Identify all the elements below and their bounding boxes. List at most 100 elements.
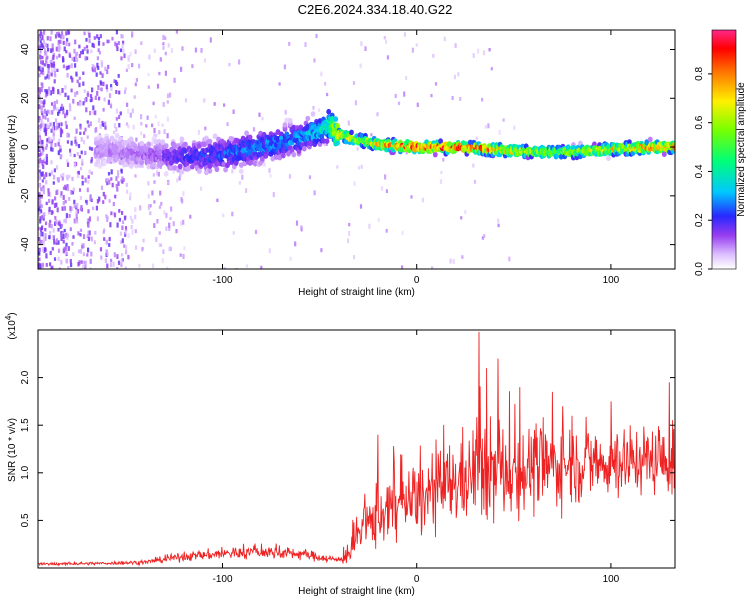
spectrogram-cell	[41, 63, 44, 67]
colorbar-swatch	[712, 41, 736, 45]
spectrogram-cell	[42, 122, 45, 128]
spectrogram-cell	[115, 108, 118, 114]
spectrogram-cell	[120, 262, 123, 268]
spectrogram-cell	[86, 49, 89, 54]
spectrogram-cell	[359, 204, 363, 209]
colorbar-swatch	[712, 81, 736, 85]
spectrogram-cell	[110, 258, 113, 263]
spectrogram-cell	[50, 72, 53, 77]
spectrogram-cell	[78, 155, 81, 159]
colorbar-swatch	[712, 203, 736, 206]
colorbar-swatch	[712, 113, 736, 117]
spectrogram-cell	[179, 136, 185, 142]
spectrogram-cell	[40, 70, 43, 75]
spectrogram-cell	[41, 83, 44, 89]
spectrogram-cell	[46, 61, 49, 66]
spectrogram-cells	[38, 30, 675, 269]
spectrogram-cell	[356, 147, 359, 151]
spectrogram-cell	[606, 155, 611, 161]
spectrogram-cell	[66, 162, 70, 167]
spectrogram-cell	[89, 94, 93, 99]
spectrogram-cell	[110, 262, 113, 267]
spectrogram-cell	[38, 66, 41, 71]
spectrogram-cell	[71, 190, 75, 195]
spectrogram-cell	[64, 92, 67, 98]
spectrogram-cell	[82, 71, 85, 75]
spectrogram-cell	[99, 71, 102, 75]
spectrogram-cell	[76, 218, 79, 224]
spectrogram-cell	[129, 52, 132, 57]
spectrogram-cell	[57, 31, 60, 36]
spectrogram-cell	[38, 211, 41, 216]
spectrogram-cell	[49, 250, 52, 256]
spectrogram-cell	[179, 253, 182, 257]
spectrogram-cell	[53, 239, 56, 245]
spectrogram-cell	[50, 266, 53, 269]
spectrogram-cell	[123, 215, 127, 221]
spectrogram-cell	[41, 179, 44, 183]
spectrogram-cell	[222, 213, 225, 218]
spectrogram-cell	[353, 255, 356, 260]
spectrogram-cell	[153, 138, 159, 145]
spectrogram-cell	[69, 206, 72, 211]
spectrogram-cell	[85, 199, 88, 204]
spectrogram-cell	[108, 243, 111, 247]
spectrogram-cell	[69, 152, 72, 157]
spectrogram-cell	[106, 217, 109, 223]
spectrogram-cell	[81, 158, 84, 163]
colorbar-swatch	[712, 111, 736, 115]
spectrogram-cell	[38, 33, 41, 39]
spectrogram-cell	[42, 39, 45, 45]
spectrogram-cell	[55, 126, 58, 131]
spectrogram-cell	[132, 124, 135, 130]
spectrogram-cell	[73, 162, 76, 168]
spectrogram-cell	[58, 47, 61, 53]
spectrogram-cell	[121, 176, 124, 181]
spectrogram-cell	[42, 187, 45, 192]
spectrogram-cell	[63, 206, 67, 211]
spectrogram-cell	[312, 106, 315, 110]
spectrogram-cell	[481, 236, 484, 240]
spectrogram-cell	[39, 37, 42, 41]
spectrogram-cell	[244, 130, 250, 136]
colorbar-swatch	[712, 179, 736, 182]
spectrogram-cell	[68, 174, 71, 179]
spectrogram-cell	[109, 135, 115, 142]
spectrogram-cell	[67, 133, 70, 138]
colorbar-swatch	[712, 89, 736, 93]
spectrogram-cell	[308, 175, 312, 180]
spectrogram-cell	[179, 173, 182, 178]
spectrogram-cell	[110, 169, 113, 175]
spectrogram-cell	[45, 263, 48, 267]
spectrogram-cell	[90, 159, 93, 164]
spectrogram-cell	[84, 177, 87, 183]
spectrogram-cell	[64, 246, 68, 252]
spectrogram-cell	[513, 125, 516, 131]
spectrogram-cell	[275, 129, 281, 135]
spectrogram-cell	[99, 34, 102, 39]
spectrogram-cell	[107, 64, 110, 70]
spectrogram-cell	[77, 174, 80, 179]
colorbar-swatch	[712, 103, 736, 107]
spectrogram-cell	[158, 71, 161, 76]
spectrogram-cell	[157, 171, 160, 177]
spectrogram-cell	[38, 183, 41, 188]
spectrogram-cell	[40, 215, 44, 220]
spectrogram-cell	[410, 195, 413, 199]
spectrogram-cell	[68, 196, 71, 201]
spectrogram-cell	[487, 123, 490, 129]
spectrogram-cell	[140, 114, 143, 120]
spectrogram-cell	[304, 42, 307, 47]
spectrogram-cell	[115, 43, 118, 48]
spectrogram-cell	[62, 34, 65, 40]
spectrogram-cell	[147, 193, 150, 199]
spectrogram-cell	[168, 246, 171, 252]
spectrogram-cell	[131, 63, 134, 68]
spectrogram-cell	[460, 216, 463, 220]
spectrogram-cell	[125, 182, 128, 187]
spectrogram-cell	[89, 196, 92, 202]
spectrogram-cell	[120, 169, 123, 174]
spectrogram-cell	[324, 82, 327, 86]
spectrogram-cell	[60, 103, 63, 109]
colorbar-swatch	[712, 53, 736, 57]
